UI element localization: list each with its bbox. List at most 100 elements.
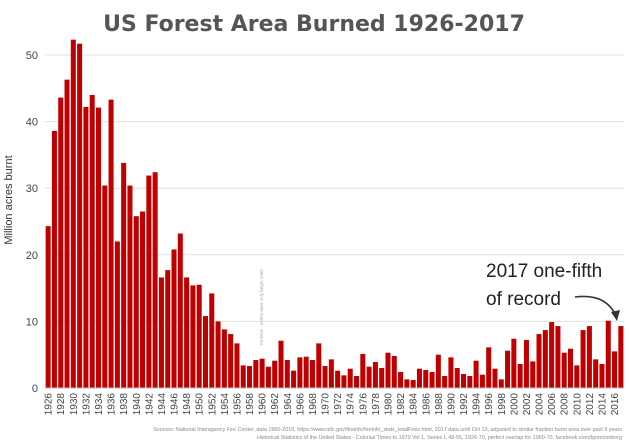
bar-1936 <box>108 99 114 389</box>
bar-2014 <box>599 364 605 388</box>
bar-1970 <box>322 366 328 388</box>
x-tick-label: 2006 <box>547 393 558 416</box>
bar-1948 <box>184 277 190 388</box>
x-tick-label: 1976 <box>358 393 369 416</box>
bar-1978 <box>372 362 378 388</box>
bar-1933 <box>89 94 95 389</box>
bar-1987 <box>429 372 435 388</box>
bar-1938 <box>121 162 127 388</box>
bar-1994 <box>473 360 479 388</box>
x-tick-label: 2012 <box>585 393 596 416</box>
bar-1988 <box>435 354 441 388</box>
x-tick-label: 1936 <box>107 393 118 416</box>
bar-1952 <box>209 293 215 388</box>
x-tick-label: 1978 <box>371 393 382 416</box>
bar-2011 <box>580 330 586 388</box>
annotation-line-2: of record <box>486 289 561 310</box>
x-tick-label: 1938 <box>119 393 130 416</box>
bar-1943 <box>152 172 158 388</box>
x-tick-label: 1996 <box>484 393 495 416</box>
x-tick-label: 1930 <box>69 393 80 416</box>
bar-1973 <box>341 375 347 388</box>
bar-1945 <box>165 270 171 388</box>
bar-1951 <box>202 316 208 388</box>
bar-1926 <box>45 226 51 388</box>
bar-1928 <box>58 97 64 389</box>
bar-1949 <box>190 285 196 388</box>
x-tick-label: 1952 <box>207 393 218 416</box>
bar-1990 <box>448 357 454 388</box>
bar-1934 <box>95 107 102 389</box>
vertical-note: Federal - online data only begin 1960 <box>259 269 264 345</box>
bar-2015 <box>605 320 611 388</box>
x-tick-label: 1968 <box>308 393 319 416</box>
x-tick-label: 1982 <box>396 393 407 416</box>
bar-1967 <box>303 356 309 388</box>
bar-1976 <box>360 354 366 388</box>
bar-2005 <box>542 330 548 388</box>
bar-1982 <box>398 372 404 388</box>
x-tick-label: 2008 <box>560 393 571 416</box>
bars <box>45 39 624 389</box>
bar-1950 <box>196 284 202 388</box>
bar-1963 <box>278 340 284 388</box>
bar-2000 <box>511 338 517 388</box>
x-tick-label: 1940 <box>132 393 143 416</box>
x-tick-label: 1964 <box>283 393 294 416</box>
annotation-line-1: 2017 one-fifth <box>486 261 602 282</box>
x-tick-label: 1950 <box>195 393 206 416</box>
bar-1935 <box>102 185 108 388</box>
bar-1981 <box>391 356 397 388</box>
source-line-1: Sources: National Interagency Fire Cente… <box>153 427 622 433</box>
x-tick-label: 1990 <box>446 393 457 416</box>
bar-1959 <box>253 360 259 388</box>
bar-1939 <box>127 185 133 388</box>
bar-1930 <box>70 39 76 389</box>
bar-1932 <box>83 106 89 388</box>
bar-1997 <box>492 368 498 388</box>
bar-1984 <box>410 380 416 388</box>
bar-1980 <box>385 352 391 388</box>
x-tick-label: 1992 <box>459 393 470 416</box>
bar-1975 <box>354 376 360 388</box>
x-tick-label: 2014 <box>597 393 608 416</box>
bar-2003 <box>530 361 536 388</box>
x-tick-label: 1932 <box>81 393 92 416</box>
x-tick-label: 2010 <box>572 393 583 416</box>
bar-1942 <box>146 175 152 388</box>
x-tick-label: 1962 <box>270 393 281 416</box>
chart-title: US Forest Area Burned 1926-2017 <box>103 12 525 37</box>
x-tick-label: 1970 <box>321 393 332 416</box>
bar-1940 <box>133 216 139 388</box>
bar-1931 <box>77 43 83 389</box>
bar-1929 <box>64 79 70 388</box>
bar-2012 <box>586 326 592 388</box>
bar-2004 <box>536 334 542 388</box>
bar-2013 <box>593 359 599 388</box>
x-tick-label: 1974 <box>346 393 357 416</box>
y-tick-label: 40 <box>26 117 38 129</box>
bar-1985 <box>416 368 422 388</box>
bar-1995 <box>479 374 485 388</box>
bar-1944 <box>158 277 164 388</box>
bar-1965 <box>291 370 297 388</box>
x-tick-label: 1934 <box>94 393 105 416</box>
x-tick-label: 1954 <box>220 393 231 416</box>
bar-1977 <box>366 366 372 388</box>
bar-1992 <box>461 374 467 388</box>
bar-1974 <box>347 368 353 388</box>
bar-1953 <box>215 321 221 388</box>
x-tick-label: 1986 <box>421 393 432 416</box>
bar-1979 <box>379 368 385 388</box>
bar-1956 <box>234 343 240 388</box>
bar-1958 <box>247 366 253 388</box>
bar-1947 <box>177 233 183 388</box>
bar-1955 <box>228 334 234 388</box>
bar-1946 <box>171 249 177 388</box>
y-axis-ticks: 0 10 20 30 40 50 <box>26 50 38 395</box>
x-tick-label: 1984 <box>409 393 420 416</box>
x-tick-label: 1980 <box>383 393 394 416</box>
x-tick-label: 1944 <box>157 393 168 416</box>
